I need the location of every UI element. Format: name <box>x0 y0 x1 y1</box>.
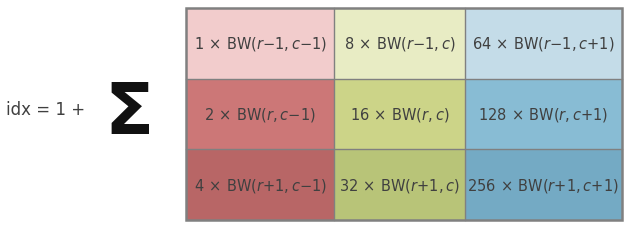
Text: $\rm{8}\,\times\,\rm{BW}(\it{r}\rm{-}\rm{1},\it{c})$: $\rm{8}\,\times\,\rm{BW}(\it{r}\rm{-}\rm… <box>344 35 456 53</box>
Bar <box>186 9 334 79</box>
Text: $\rm{16}\,\times\,\rm{BW}(\it{r},\it{c})$: $\rm{16}\,\times\,\rm{BW}(\it{r},\it{c})… <box>350 106 449 123</box>
Bar <box>186 79 334 150</box>
Text: idx = 1 +: idx = 1 + <box>6 101 85 119</box>
Text: $\rm{32}\,\times\,\rm{BW}(\it{r}\rm{+}\rm{1},\it{c})$: $\rm{32}\,\times\,\rm{BW}(\it{r}\rm{+}\r… <box>339 176 460 194</box>
Text: $\rm{128}\,\times\,\rm{BW}(\it{r},\it{c}\rm{+}\rm{1})$: $\rm{128}\,\times\,\rm{BW}(\it{r},\it{c}… <box>478 106 608 123</box>
Text: $\rm{64}\,\times\,\rm{BW}(\it{r}\rm{-}\rm{1},\it{c}\rm{+}\rm{1})$: $\rm{64}\,\times\,\rm{BW}(\it{r}\rm{-}\r… <box>472 35 615 53</box>
Bar <box>465 9 622 79</box>
Bar <box>465 150 622 220</box>
Text: $\rm{2}\,\times\,\rm{BW}(\it{r},\it{c}\rm{-}\rm{1})$: $\rm{2}\,\times\,\rm{BW}(\it{r},\it{c}\r… <box>204 106 316 123</box>
Bar <box>334 79 465 150</box>
Text: $\rm{256}\,\times\,\rm{BW}(\it{r}\rm{+}\rm{1},\it{c}\rm{+}\rm{1})$: $\rm{256}\,\times\,\rm{BW}(\it{r}\rm{+}\… <box>467 176 619 194</box>
Text: Σ: Σ <box>105 80 154 149</box>
Text: $\rm{4}\,\times\,\rm{BW}(\it{r}\rm{+}\rm{1},\it{c}\rm{-}\rm{1})$: $\rm{4}\,\times\,\rm{BW}(\it{r}\rm{+}\rm… <box>194 176 327 194</box>
Bar <box>334 9 465 79</box>
Bar <box>465 79 622 150</box>
Bar <box>186 9 622 220</box>
Text: $\rm{1}\,\times\,\rm{BW}(\it{r}\rm{-}\rm{1},\it{c}\rm{-}\rm{1})$: $\rm{1}\,\times\,\rm{BW}(\it{r}\rm{-}\rm… <box>194 35 327 53</box>
Bar <box>334 150 465 220</box>
Bar <box>186 150 334 220</box>
